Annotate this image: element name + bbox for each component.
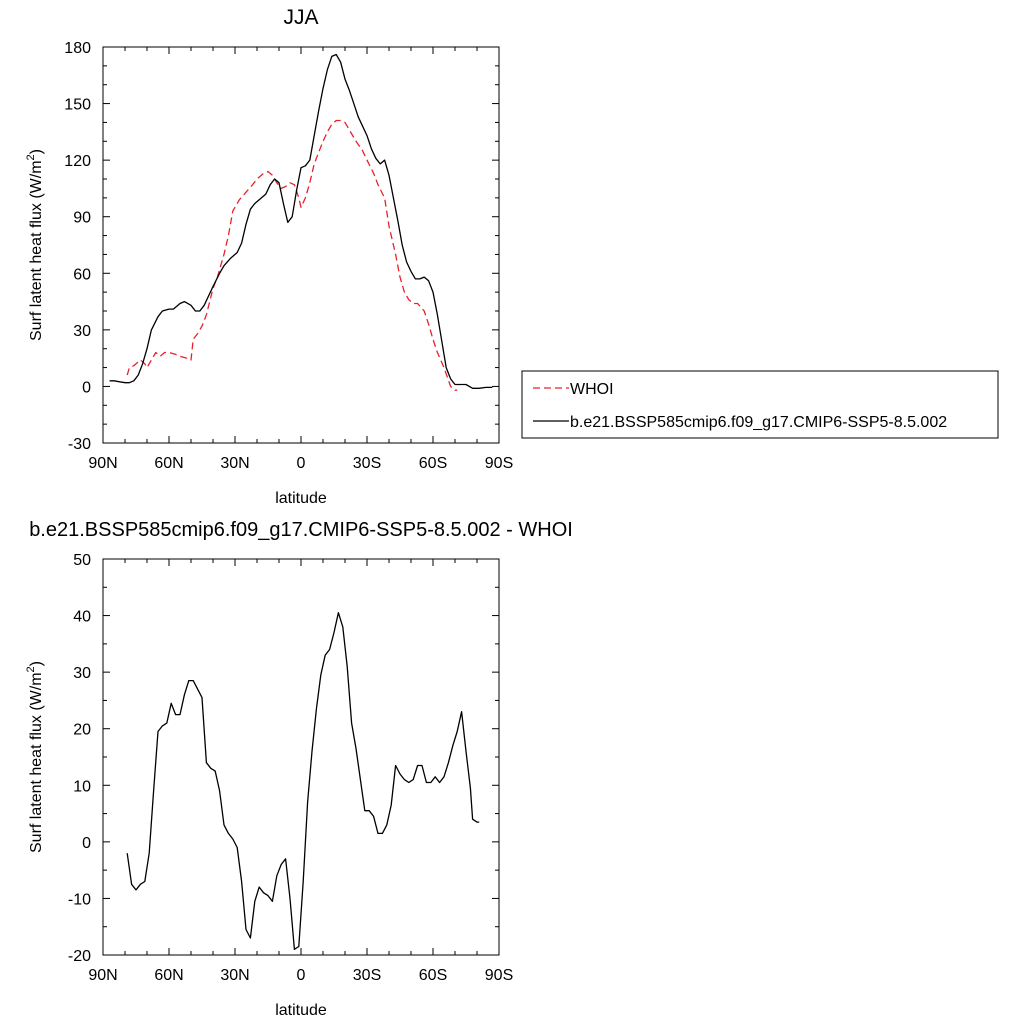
legend-box	[521, 370, 999, 439]
y-axis-label-superscript: 2	[25, 154, 37, 160]
y-tick-label: 40	[73, 609, 91, 626]
legend-label: b.e21.BSSP585cmip6.f09_g17.CMIP6-SSP5-8.…	[570, 414, 947, 431]
x-tick-label: 90S	[485, 967, 513, 984]
y-tick-label: -20	[68, 948, 91, 965]
y-tick-label: 180	[64, 40, 91, 57]
y-axis-label-text: Surf latent heat flux (W/m	[28, 672, 45, 853]
top-chart: JJA 90N 60N 30N 0 30S 60S 90S 180 150 120 90 60 30 0 -3…	[25, 6, 513, 507]
y-axis-label: Surf latent heat flux (W/m2)	[25, 661, 45, 853]
y-tick-label: 30	[73, 323, 91, 340]
y-tick-label: 150	[64, 97, 91, 114]
chart-title: b.e21.BSSP585cmip6.f09_g17.CMIP6-SSP5-8.…	[29, 519, 573, 541]
y-tick-label: 30	[73, 665, 91, 682]
legend-label: WHOI	[570, 381, 614, 398]
x-tick-label: 30S	[353, 455, 381, 472]
x-tick-label: 90S	[485, 455, 513, 472]
plot-frame	[102, 558, 500, 956]
x-tick-label: 60S	[419, 967, 447, 984]
y-tick-label: 10	[73, 778, 91, 795]
series-line-1	[126, 119, 458, 391]
series-line-2	[109, 53, 493, 389]
plot-frame	[102, 46, 500, 444]
x-tick-label: 60S	[419, 455, 447, 472]
y-axis-label-close: )	[28, 149, 45, 154]
y-tick-label: 50	[73, 552, 91, 569]
x-axis-label: latitude	[275, 1002, 327, 1019]
series-line-1	[126, 612, 480, 950]
x-tick-label: 30N	[220, 455, 249, 472]
y-tick-label: 20	[73, 722, 91, 739]
y-axis-label-text: Surf latent heat flux (W/m	[28, 160, 45, 341]
y-axis-label-close: )	[28, 661, 45, 666]
x-tick-label: 0	[297, 967, 306, 984]
y-tick-label: 0	[82, 835, 91, 852]
x-tick-label: 30S	[353, 967, 381, 984]
x-tick-label: 30N	[220, 967, 249, 984]
y-axis-label-superscript: 2	[25, 666, 37, 672]
x-tick-label: 90N	[88, 455, 117, 472]
chart-title: JJA	[283, 6, 318, 29]
y-axis-label: Surf latent heat flux (W/m2)	[25, 149, 45, 341]
x-tick-label: 90N	[88, 967, 117, 984]
x-tick-label: 60N	[154, 967, 183, 984]
x-axis-label: latitude	[275, 490, 327, 507]
bottom-chart: b.e21.BSSP585cmip6.f09_g17.CMIP6-SSP5-8.…	[25, 519, 573, 1019]
y-tick-label: 0	[82, 379, 91, 396]
y-tick-label: 120	[64, 153, 91, 170]
x-tick-label: 60N	[154, 455, 183, 472]
y-tick-label: 60	[73, 266, 91, 283]
y-tick-label: -10	[68, 891, 91, 908]
x-tick-label: 0	[297, 455, 306, 472]
y-tick-label: 90	[73, 210, 91, 227]
chart-legend: WHOI b.e21.BSSP585cmip6.f09_g17.CMIP6-SSP…	[521, 370, 999, 439]
y-tick-label: -30	[68, 436, 91, 453]
